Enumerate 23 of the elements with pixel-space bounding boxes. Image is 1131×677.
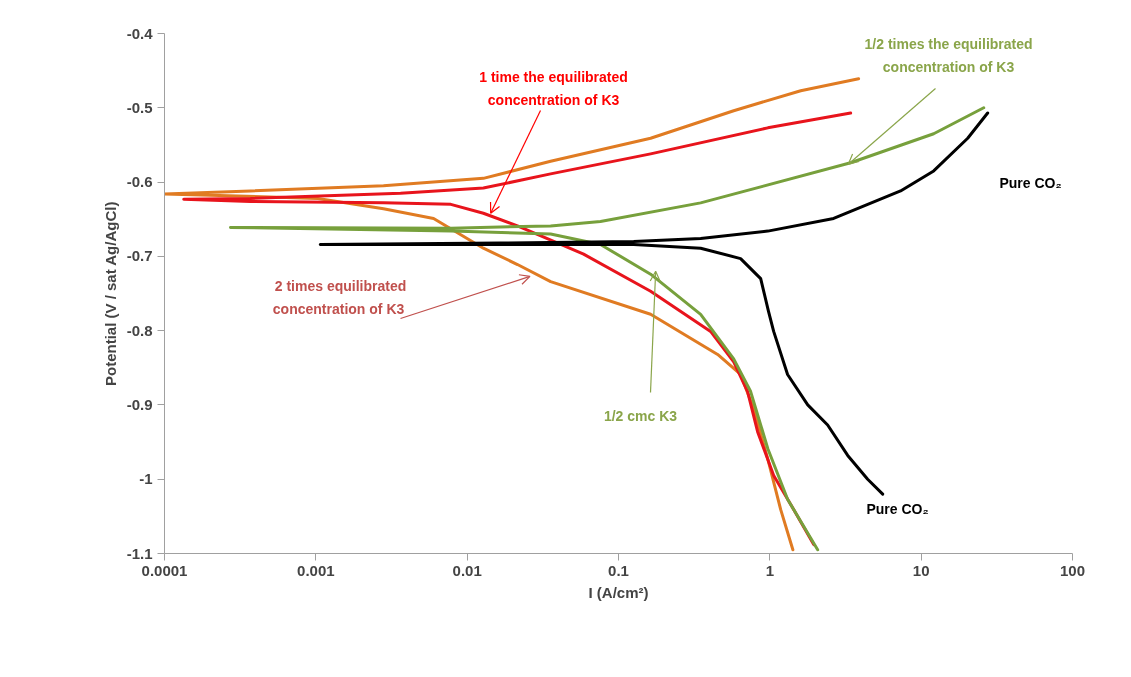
x-tick-label: 0.001 bbox=[297, 561, 335, 579]
x-axis-title: I (A/cm²) bbox=[588, 583, 649, 601]
x-tick-label: 0.0001 bbox=[141, 561, 188, 579]
annotation: Pure CO₂ bbox=[866, 500, 929, 517]
y-tick-label: -0.5 bbox=[126, 98, 153, 116]
y-tick-label: -0.7 bbox=[126, 247, 153, 265]
x-tick-label: 100 bbox=[1059, 561, 1086, 579]
x-tick-label: 1 bbox=[765, 561, 775, 579]
x-tick-label: 0.1 bbox=[608, 561, 629, 579]
y-tick-label: -1 bbox=[139, 470, 153, 488]
annotation: 2 times equilibrated concentration of K3 bbox=[272, 278, 407, 317]
y-axis-title: Potential (V / sat Ag/AgCl) bbox=[101, 201, 119, 386]
x-tick-label: 10 bbox=[912, 561, 930, 579]
x-tick-label: 0.01 bbox=[452, 561, 482, 579]
annotation: Pure CO₂ bbox=[999, 174, 1062, 191]
y-tick-label: -0.4 bbox=[126, 24, 154, 42]
y-tick-label: -0.6 bbox=[126, 173, 153, 191]
y-tick-label: -0.9 bbox=[126, 395, 153, 413]
annotation: 1/2 times the equilibrated concentration of K3 bbox=[864, 36, 1033, 75]
annotation: 1 time the equilibrated concentration of K3 bbox=[479, 69, 628, 108]
y-tick-label: -1.1 bbox=[126, 544, 153, 562]
annotation: 1/2 cmc K3 bbox=[603, 407, 678, 424]
y-tick-label: -0.8 bbox=[126, 321, 153, 339]
